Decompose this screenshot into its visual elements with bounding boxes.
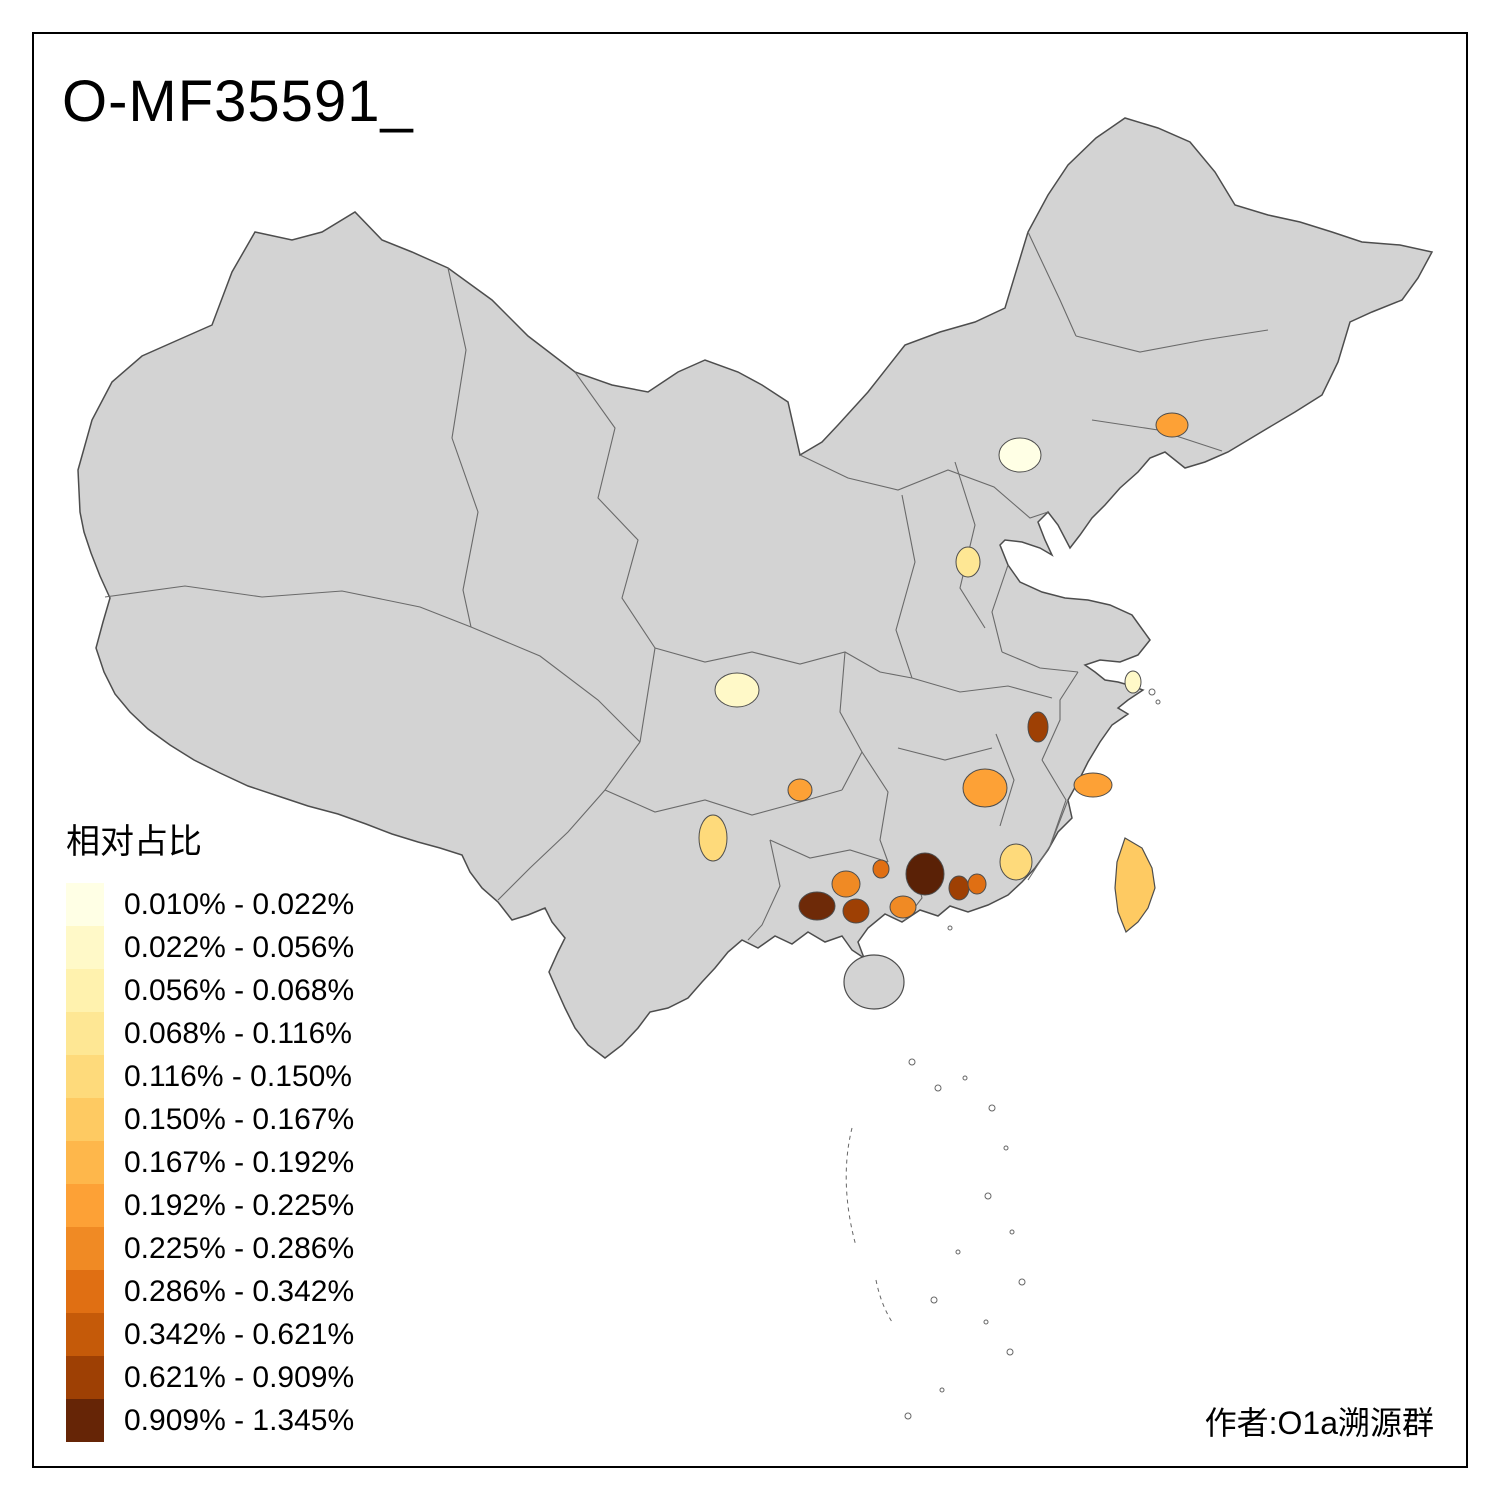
- legend-row: 0.010% - 0.022%: [66, 883, 354, 926]
- highlighted-region: [955, 546, 981, 578]
- highlighted-region: [998, 437, 1042, 473]
- highlighted-region: [842, 898, 870, 924]
- highlighted-regions: [698, 412, 1189, 924]
- legend-swatch: [66, 1098, 104, 1141]
- highlighted-region: [698, 814, 728, 862]
- legend-label: 0.022% - 0.056%: [124, 930, 355, 964]
- legend-row: 0.116% - 0.150%: [66, 1055, 354, 1098]
- highlighted-region: [962, 768, 1008, 808]
- legend-row: 0.909% - 1.345%: [66, 1399, 354, 1442]
- legend-label: 0.342% - 0.621%: [124, 1317, 355, 1351]
- highlighted-region: [1073, 772, 1113, 798]
- highlighted-region: [1124, 670, 1142, 694]
- legend-swatch: [66, 1227, 104, 1270]
- legend-swatch: [66, 1399, 104, 1442]
- legend-row: 0.225% - 0.286%: [66, 1227, 354, 1270]
- attribution: 作者:O1a溯源群: [1204, 1405, 1434, 1441]
- coastal-islets: [947, 688, 1161, 931]
- legend-label: 0.010% - 0.022%: [124, 887, 355, 921]
- legend-swatch: [66, 1313, 104, 1356]
- legend-label: 0.225% - 0.286%: [124, 1231, 355, 1265]
- legend-label: 0.056% - 0.068%: [124, 973, 355, 1007]
- highlighted-region: [999, 843, 1033, 881]
- highlighted-region: [967, 873, 987, 895]
- highlighted-region: [1027, 711, 1049, 743]
- legend-label: 0.150% - 0.167%: [124, 1102, 355, 1136]
- hainan-island: [843, 954, 905, 1010]
- legend-row: 0.192% - 0.225%: [66, 1184, 354, 1227]
- legend-swatch: [66, 883, 104, 926]
- highlighted-region: [905, 852, 945, 896]
- legend-label: 0.621% - 0.909%: [124, 1360, 355, 1394]
- legend-row: 0.286% - 0.342%: [66, 1270, 354, 1313]
- south-china-sea-islands: [845, 1058, 1026, 1420]
- highlighted-region: [714, 672, 760, 708]
- legend-swatch: [66, 1141, 104, 1184]
- legend-swatch: [66, 1184, 104, 1227]
- legend-label: 0.192% - 0.225%: [124, 1188, 355, 1222]
- highlighted-region: [798, 891, 836, 921]
- legend-row: 0.621% - 0.909%: [66, 1356, 354, 1399]
- legend-row: 0.342% - 0.621%: [66, 1313, 354, 1356]
- legend-swatch: [66, 926, 104, 969]
- legend: 相对占比 0.010% - 0.022% 0.022% - 0.056% 0.056…: [66, 814, 354, 1442]
- legend-label: 0.116% - 0.150%: [124, 1059, 352, 1093]
- highlighted-region: [889, 895, 917, 919]
- legend-label: 0.286% - 0.342%: [124, 1274, 355, 1308]
- highlighted-region: [1155, 412, 1189, 438]
- legend-swatch: [66, 1012, 104, 1055]
- legend-row: 0.167% - 0.192%: [66, 1141, 354, 1184]
- taiwan-region: [1114, 837, 1156, 933]
- legend-row: 0.022% - 0.056%: [66, 926, 354, 969]
- legend-label: 0.167% - 0.192%: [124, 1145, 355, 1179]
- highlighted-region: [787, 778, 813, 802]
- legend-swatch: [66, 1270, 104, 1313]
- legend-label: 0.068% - 0.116%: [124, 1016, 352, 1050]
- legend-row: 0.068% - 0.116%: [66, 1012, 354, 1055]
- mainland-outline: [77, 117, 1434, 1059]
- legend-swatch: [66, 1356, 104, 1399]
- legend-swatch: [66, 1055, 104, 1098]
- legend-row: 0.056% - 0.068%: [66, 969, 354, 1012]
- legend-title: 相对占比: [66, 823, 202, 861]
- legend-row: 0.150% - 0.167%: [66, 1098, 354, 1141]
- legend-swatch: [66, 969, 104, 1012]
- legend-rows: 0.010% - 0.022% 0.022% - 0.056% 0.056% - 0…: [66, 883, 354, 1442]
- plot-border: [32, 32, 1468, 1468]
- highlighted-region: [831, 870, 861, 898]
- page-title: O-MF35591_: [62, 69, 414, 134]
- highlighted-region: [872, 859, 890, 879]
- legend-label: 0.909% - 1.345%: [124, 1403, 355, 1437]
